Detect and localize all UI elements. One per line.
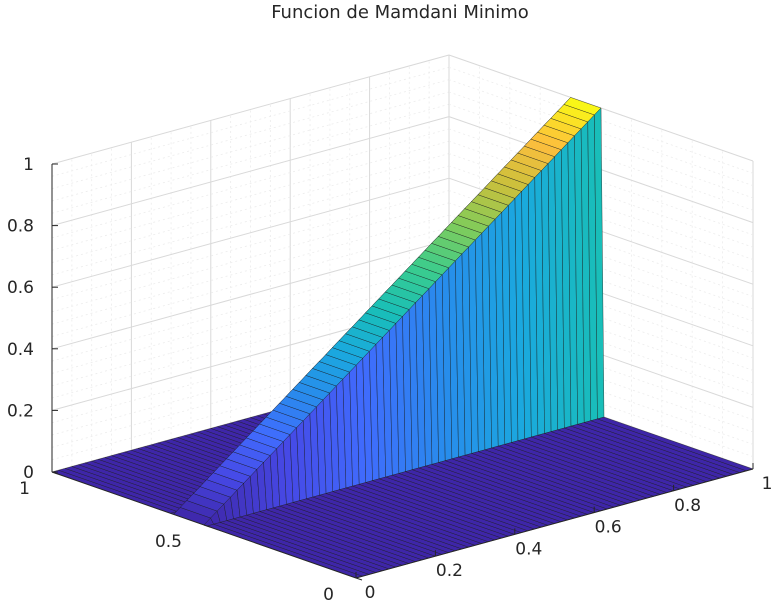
grid-line [51, 165, 450, 276]
grid-line [51, 276, 450, 387]
grid-line [51, 325, 450, 436]
x-tick-label: 0.8 [674, 496, 701, 516]
x-tick-label: 0.6 [595, 518, 622, 538]
grid-line [51, 116, 450, 227]
y-tick-label: 0.5 [155, 532, 182, 552]
grid-line [51, 91, 450, 202]
z-tick-label: 0 [23, 463, 34, 483]
tick-mark [203, 524, 211, 528]
grid-line [51, 140, 450, 251]
grid-line [51, 239, 450, 350]
grid-line [51, 79, 450, 190]
grid-line [51, 66, 450, 177]
z-tick-label: 0.6 [7, 278, 34, 298]
z-tick-label: 0.2 [7, 401, 34, 421]
x-tick-label: 0 [365, 583, 376, 603]
grid-line [51, 337, 450, 448]
grid-line [51, 190, 450, 300]
x-tick-label: 0.4 [515, 539, 542, 559]
x-tick-label: 0.2 [436, 561, 463, 581]
surface-mesh [51, 96, 754, 579]
grid-line [51, 214, 450, 325]
z-tick-label: 0.8 [7, 217, 34, 237]
y-tick-label: 0 [323, 585, 334, 605]
grid-line [51, 227, 450, 337]
tick-mark [355, 577, 363, 581]
axes-lines [51, 163, 754, 581]
chart-title: Funcion de Mamdani Minimo [271, 2, 529, 23]
grid-line [51, 251, 450, 362]
z-tick-label: 1 [23, 155, 34, 175]
grid-line [51, 202, 450, 313]
grid-line [51, 153, 450, 263]
x-tick-label: 1 [762, 474, 773, 494]
grid-line [51, 350, 450, 461]
grid-line [51, 128, 450, 239]
axis-line [355, 468, 754, 579]
grid-line [51, 313, 450, 424]
grid-line [51, 54, 450, 165]
grid-line [51, 103, 450, 214]
grid-line [51, 264, 450, 374]
grid-line [51, 288, 450, 399]
y-tick-label: 1 [19, 479, 30, 499]
grid-line [51, 177, 450, 288]
z-tick-label: 0.4 [7, 340, 34, 360]
